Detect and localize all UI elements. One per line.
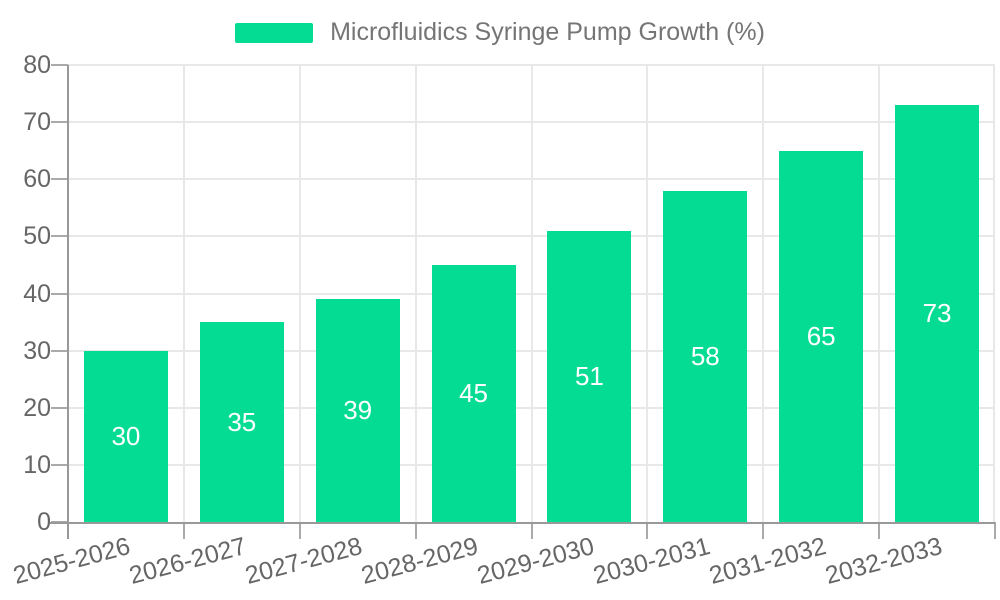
y-axis-tick — [51, 292, 68, 295]
x-axis-label: 2028-2029 — [358, 531, 482, 590]
y-axis-tick — [51, 121, 68, 124]
x-axis-label: 2030-2031 — [590, 531, 713, 590]
y-axis-label: 70 — [23, 108, 51, 137]
y-axis-tick — [51, 406, 68, 409]
bar-value-label: 45 — [459, 377, 489, 408]
x-axis-line — [50, 522, 995, 524]
bar-2030-2031[interactable]: 58 — [663, 190, 748, 522]
bar-2031-2032[interactable]: 65 — [779, 150, 864, 522]
y-axis-tick — [51, 463, 68, 466]
x-axis-label: 2027-2028 — [242, 531, 366, 590]
x-axis-label: 2025-2026 — [10, 531, 134, 590]
y-axis-tick — [51, 64, 68, 66]
gridline-vertical — [762, 65, 765, 522]
bar-2027-2028[interactable]: 39 — [315, 299, 400, 522]
x-axis-tick — [182, 522, 185, 539]
x-axis-tick — [994, 522, 996, 539]
x-axis-tick — [878, 522, 881, 539]
bar-2026-2027[interactable]: 35 — [199, 322, 284, 522]
x-axis-label: 2032-2033 — [821, 531, 945, 590]
x-axis-label: 2026-2027 — [126, 531, 250, 590]
bar-value-label: 73 — [922, 298, 952, 328]
gridline-vertical — [646, 65, 649, 522]
y-axis-tick — [51, 178, 68, 181]
bar-value-label: 39 — [343, 395, 373, 426]
bar-value-label: 35 — [227, 406, 257, 437]
plot-area: 0 10 20 30 40 50 60 70 80 30 2025-2026 35 2026-2027 3… — [11, 51, 996, 590]
gridline-vertical — [182, 65, 185, 522]
bar-value-label: 30 — [111, 420, 141, 451]
x-axis-tick — [762, 522, 765, 539]
legend-swatch — [235, 22, 314, 43]
x-axis-label: 2029-2030 — [474, 531, 597, 590]
y-axis-label: 60 — [23, 165, 51, 194]
bar-2032-2033[interactable]: 73 — [895, 105, 980, 522]
chart-legend[interactable]: Microfluidics Syringe Pump Growth (%) — [0, 18, 1000, 47]
y-axis-label: 20 — [23, 393, 51, 422]
y-axis-label: 0 — [37, 508, 51, 536]
y-axis-label: 10 — [23, 450, 51, 479]
gridline-vertical — [298, 65, 301, 522]
bar-2029-2030[interactable]: 51 — [547, 230, 632, 522]
bar-2025-2026[interactable]: 30 — [83, 350, 168, 522]
y-axis-label: 50 — [23, 222, 51, 251]
x-axis-tick — [530, 522, 533, 539]
bar-value-label: 51 — [574, 360, 604, 391]
legend-label: Microfluidics Syringe Pump Growth (%) — [330, 18, 765, 46]
x-axis-tick — [646, 522, 649, 539]
x-axis-tick — [298, 522, 301, 539]
bar-value-label: 65 — [806, 320, 836, 351]
x-axis-tick — [414, 522, 417, 539]
gridline-vertical — [993, 65, 995, 522]
x-axis-label: 2031-2032 — [705, 531, 829, 590]
gridline-vertical — [530, 65, 533, 522]
y-axis-label: 40 — [23, 279, 51, 308]
gridline-vertical — [414, 65, 417, 522]
y-axis-tick — [51, 235, 68, 238]
y-axis-line — [67, 65, 69, 539]
y-axis-tick — [51, 349, 68, 352]
bar-2028-2029[interactable]: 45 — [431, 264, 516, 522]
bar-value-label: 58 — [690, 340, 720, 371]
y-axis-label: 80 — [23, 51, 51, 79]
gridline-vertical — [878, 65, 881, 522]
y-axis-label: 30 — [23, 336, 51, 365]
